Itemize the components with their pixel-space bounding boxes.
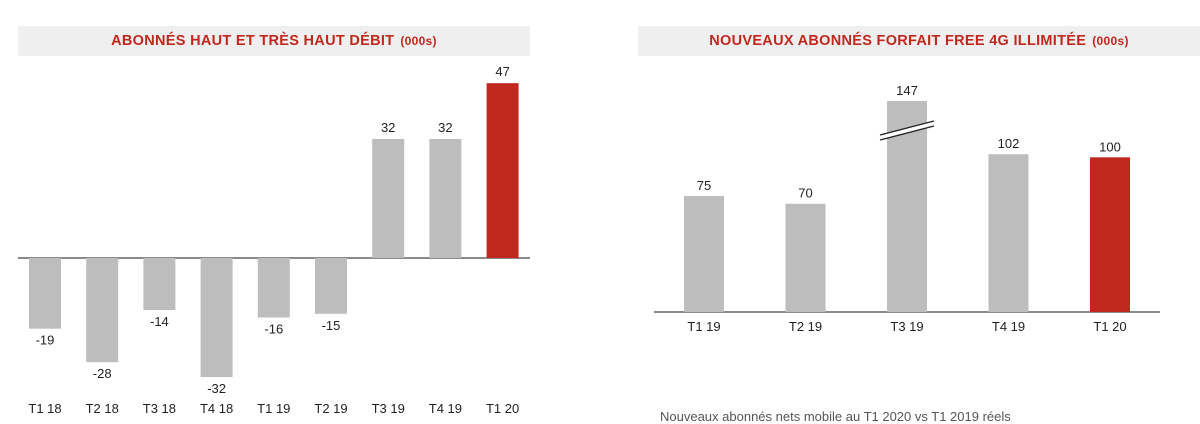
left-bar-T3-18 <box>143 258 176 311</box>
axis-break-line-top <box>879 120 935 136</box>
right-category-label: T1 19 <box>687 319 720 334</box>
left-value-label: -16 <box>264 322 283 337</box>
left-value-label: -32 <box>207 381 226 396</box>
left-value-label: -19 <box>36 333 55 348</box>
left-category-label: T1 19 <box>257 401 290 416</box>
left-value-label: 32 <box>381 120 395 135</box>
left-category-label: T1 20 <box>486 401 519 416</box>
left-value-label: 47 <box>495 64 509 79</box>
axis-break-gap <box>882 121 932 140</box>
right-category-label: T4 19 <box>992 319 1025 334</box>
right-chart-title-text: NOUVEAUX ABONNÉS FORFAIT FREE 4G ILLIMIT… <box>709 33 1087 49</box>
left-bar-T2-18 <box>86 258 119 363</box>
left-bar-T1-20 <box>486 83 519 258</box>
left-chart-title: ABONNÉS HAUT ET TRÈS HAUT DÉBIT (000s) <box>18 26 530 56</box>
left-bar-chart: -19 T1 18 -28 T2 18 -14 T3 18 -32 T4 18 -16 T1 19… <box>18 64 530 416</box>
left-category-label: T2 18 <box>86 401 119 416</box>
footnote: Nouveaux abonnés nets mobile au T1 2020 … <box>660 409 1011 424</box>
left-value-label: -28 <box>93 366 112 381</box>
right-chart-title-unit: (000s) <box>1092 34 1129 48</box>
left-bar-T1-18 <box>29 258 61 329</box>
right-bar-chart: 75 T1 19 70 T2 19 147 T3 19 102 T4 19 100 T1 20 <box>654 83 1160 334</box>
left-category-label: T4 19 <box>429 401 462 416</box>
right-bar-T1-20 <box>1090 157 1130 312</box>
left-value-label: -15 <box>322 318 341 333</box>
right-value-label: 147 <box>896 83 918 98</box>
axis-break-line-bottom <box>879 125 935 141</box>
left-bar-T4-18 <box>200 258 233 378</box>
left-category-label: T4 18 <box>200 401 233 416</box>
left-bar-T4-19 <box>429 138 462 258</box>
left-category-label: T3 19 <box>372 401 405 416</box>
right-value-label: 100 <box>1099 139 1121 154</box>
right-bar-T1-19 <box>684 195 724 312</box>
right-value-label: 75 <box>697 178 711 193</box>
right-category-label: T3 19 <box>890 319 923 334</box>
left-category-label: T1 18 <box>28 401 61 416</box>
left-chart-title-unit: (000s) <box>400 34 437 48</box>
right-value-label: 70 <box>798 186 812 201</box>
left-chart-title-text: ABONNÉS HAUT ET TRÈS HAUT DÉBIT <box>111 33 395 49</box>
right-value-label: 102 <box>998 136 1020 151</box>
right-chart-title: NOUVEAUX ABONNÉS FORFAIT FREE 4G ILLIMIT… <box>638 26 1200 56</box>
left-bar-T1-19 <box>257 258 290 318</box>
left-category-label: T2 19 <box>314 401 347 416</box>
right-bar-T2-19 <box>785 203 826 312</box>
left-bar-T3-19 <box>372 138 405 258</box>
right-category-label: T1 20 <box>1093 319 1126 334</box>
left-value-label: -14 <box>150 314 169 329</box>
left-bar-T2-19 <box>315 258 347 314</box>
right-category-label: T2 19 <box>789 319 822 334</box>
left-value-label: 32 <box>438 120 452 135</box>
right-bar-T4-19 <box>988 154 1029 312</box>
left-category-label: T3 18 <box>143 401 176 416</box>
